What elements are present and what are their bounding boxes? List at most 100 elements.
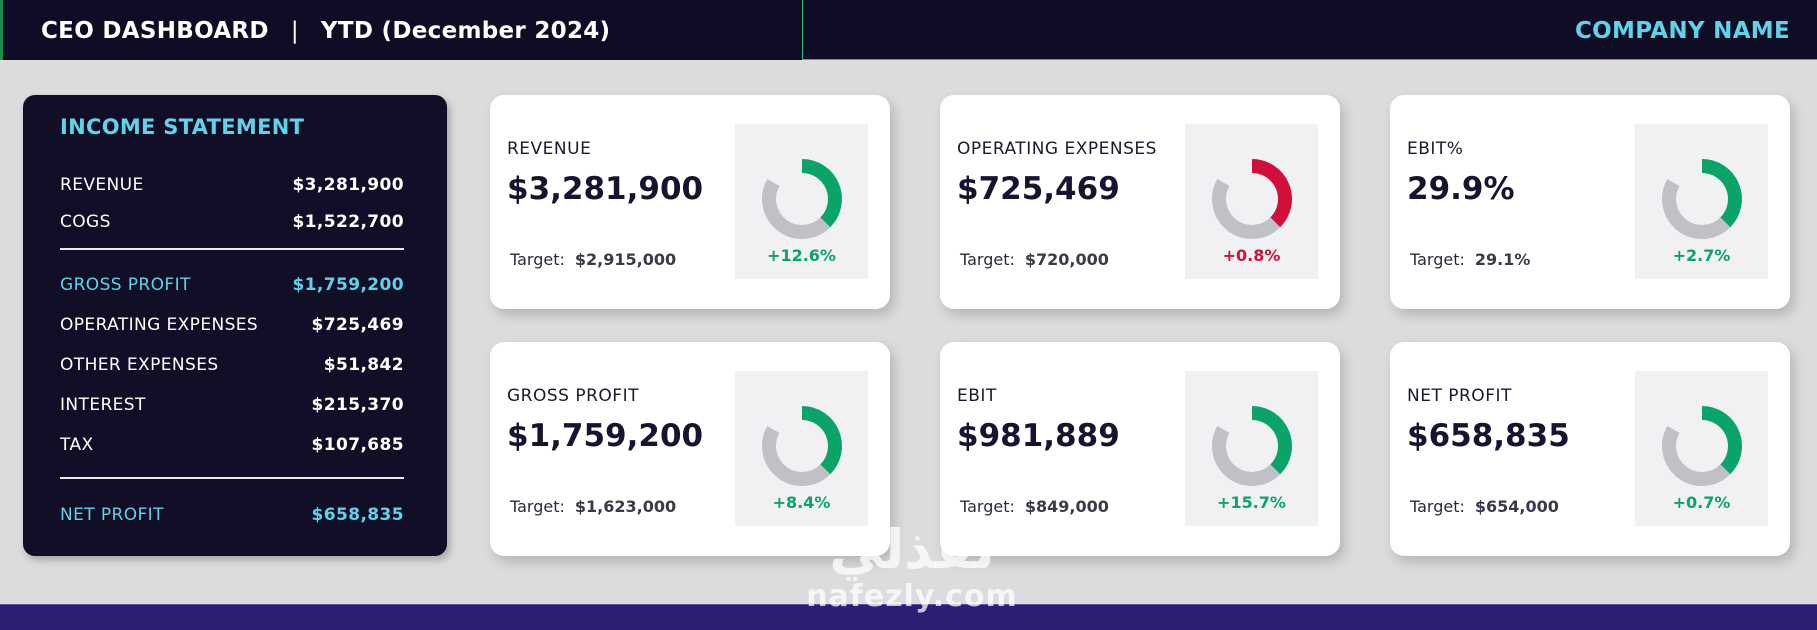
kpi-gauge: +8.4% (735, 371, 868, 526)
kpi-target-value: $720,000 (1024, 250, 1109, 269)
kpi-target-value: $1,623,000 (574, 497, 677, 516)
kpi-gauge: +2.7% (1635, 124, 1768, 279)
gauge-ring (1662, 406, 1742, 486)
kpi-target-label: Target: (510, 250, 565, 269)
kpi-target-label: Target: (1410, 250, 1465, 269)
kpi-variance: +2.7% (1672, 246, 1731, 265)
kpi-target: Target: $654,000 (1410, 497, 1559, 516)
income-divider (60, 248, 404, 250)
income-row-label: GROSS PROFIT (60, 275, 191, 295)
kpi-target: Target: $849,000 (960, 497, 1109, 516)
income-row-value: $1,522,700 (292, 212, 404, 232)
income-divider (60, 477, 404, 479)
dashboard-title: CEO DASHBOARD | YTD (December 2024) (41, 0, 610, 60)
gauge-ring (1212, 406, 1292, 486)
kpi-value: $1,759,200 (507, 418, 704, 454)
kpi-label: REVENUE (507, 139, 592, 159)
kpi-variance: +0.7% (1672, 493, 1731, 512)
income-row-cogs: COGS $1,522,700 (60, 212, 404, 236)
income-statement-heading: INCOME STATEMENT (60, 115, 305, 139)
kpi-target-label: Target: (510, 497, 565, 516)
kpi-target-value: $654,000 (1474, 497, 1559, 516)
gauge-track (1212, 179, 1281, 239)
kpi-target-label: Target: (960, 250, 1015, 269)
gauge-ring (762, 159, 842, 239)
kpi-target: Target: $1,623,000 (510, 497, 676, 516)
income-row-label: TAX (60, 435, 94, 455)
kpi-target: Target: 29.1% (1410, 250, 1530, 269)
kpi-label: GROSS PROFIT (507, 386, 639, 406)
income-row-label: REVENUE (60, 175, 144, 195)
kpi-gauge: +15.7% (1185, 371, 1318, 526)
income-row-net-profit: NET PROFIT $658,835 (60, 505, 404, 529)
income-row-operating-expenses: OPERATING EXPENSES $725,469 (60, 315, 404, 339)
kpi-target-label: Target: (960, 497, 1015, 516)
income-row-label: INTEREST (60, 395, 146, 415)
gauge-track (1662, 179, 1731, 239)
kpi-card-operating-expenses: OPERATING EXPENSES $725,469 Target: $720,… (940, 95, 1340, 309)
gauge-track (762, 179, 831, 239)
bottom-bar (0, 604, 1817, 630)
kpi-target-value: $2,915,000 (574, 250, 677, 269)
income-row-label: OTHER EXPENSES (60, 355, 219, 375)
kpi-gauge: +0.8% (1185, 124, 1318, 279)
gauge-fill (801, 406, 842, 475)
income-row-other-expenses: OTHER EXPENSES $51,842 (60, 355, 404, 379)
top-bar: CEO DASHBOARD | YTD (December 2024) COMPAN… (0, 0, 1817, 60)
gauge-track (1212, 426, 1281, 486)
income-row-tax: TAX $107,685 (60, 435, 404, 459)
kpi-card-ebit-percent: EBIT% 29.9% Target: 29.1% +2.7% (1390, 95, 1790, 309)
income-row-interest: INTEREST $215,370 (60, 395, 404, 419)
income-row-gross-profit: GROSS PROFIT $1,759,200 (60, 275, 404, 299)
income-row-label: OPERATING EXPENSES (60, 315, 259, 335)
kpi-label: NET PROFIT (1407, 386, 1512, 406)
kpi-variance: +15.7% (1217, 493, 1286, 512)
kpi-card-revenue: REVENUE $3,281,900 Target: $2,915,000 +12… (490, 95, 890, 309)
kpi-card-gross-profit: GROSS PROFIT $1,759,200 Target: $1,623,00… (490, 342, 890, 556)
kpi-value: $981,889 (957, 418, 1120, 454)
kpi-gauge: +0.7% (1635, 371, 1768, 526)
income-row-value: $107,685 (311, 435, 404, 455)
company-box: COMPANY NAME (802, 0, 1817, 60)
gauge-track (762, 426, 831, 486)
gauge-ring (1212, 159, 1292, 239)
income-row-label: COGS (60, 212, 111, 232)
income-row-value: $215,370 (311, 395, 404, 415)
kpi-label: OPERATING EXPENSES (957, 139, 1157, 159)
watermark-arabic: نفذلي (829, 518, 995, 581)
kpi-card-net-profit: NET PROFIT $658,835 Target: $654,000 +0.7… (1390, 342, 1790, 556)
income-row-label: NET PROFIT (60, 505, 164, 525)
gauge-track (1662, 426, 1731, 486)
income-row-value: $725,469 (311, 315, 404, 335)
kpi-label: EBIT (957, 386, 997, 406)
kpi-variance: +0.8% (1222, 246, 1281, 265)
kpi-label: EBIT% (1407, 139, 1464, 159)
company-name: COMPANY NAME (1574, 18, 1790, 44)
kpi-variance: +12.6% (767, 246, 836, 265)
income-statement-panel: INCOME STATEMENT REVENUE $3,281,900 COGS… (23, 95, 447, 556)
dashboard-title-text: CEO DASHBOARD (41, 18, 269, 44)
kpi-value: 29.9% (1407, 171, 1515, 207)
kpi-value: $3,281,900 (507, 171, 704, 207)
gauge-fill (801, 159, 842, 228)
period-label: YTD (December 2024) (320, 18, 611, 44)
watermark: نفذلي nafezly.com (792, 520, 1032, 614)
watermark-latin: nafezly.com (806, 579, 1018, 614)
gauge-ring (762, 406, 842, 486)
gauge-fill (1251, 406, 1292, 475)
gauge-fill (1251, 159, 1292, 228)
income-row-value: $658,835 (311, 505, 404, 525)
income-row-value: $3,281,900 (292, 175, 404, 195)
title-separator: | (290, 18, 299, 44)
income-row-revenue: REVENUE $3,281,900 (60, 175, 404, 199)
kpi-variance: +8.4% (772, 493, 831, 512)
kpi-card-ebit: EBIT $981,889 Target: $849,000 +15.7% (940, 342, 1340, 556)
kpi-value: $725,469 (957, 171, 1120, 207)
income-row-value: $1,759,200 (292, 275, 404, 295)
kpi-value: $658,835 (1407, 418, 1570, 454)
kpi-target-value: 29.1% (1474, 250, 1531, 269)
income-row-value: $51,842 (323, 355, 404, 375)
kpi-target: Target: $2,915,000 (510, 250, 676, 269)
gauge-fill (1701, 159, 1742, 228)
gauge-ring (1662, 159, 1742, 239)
